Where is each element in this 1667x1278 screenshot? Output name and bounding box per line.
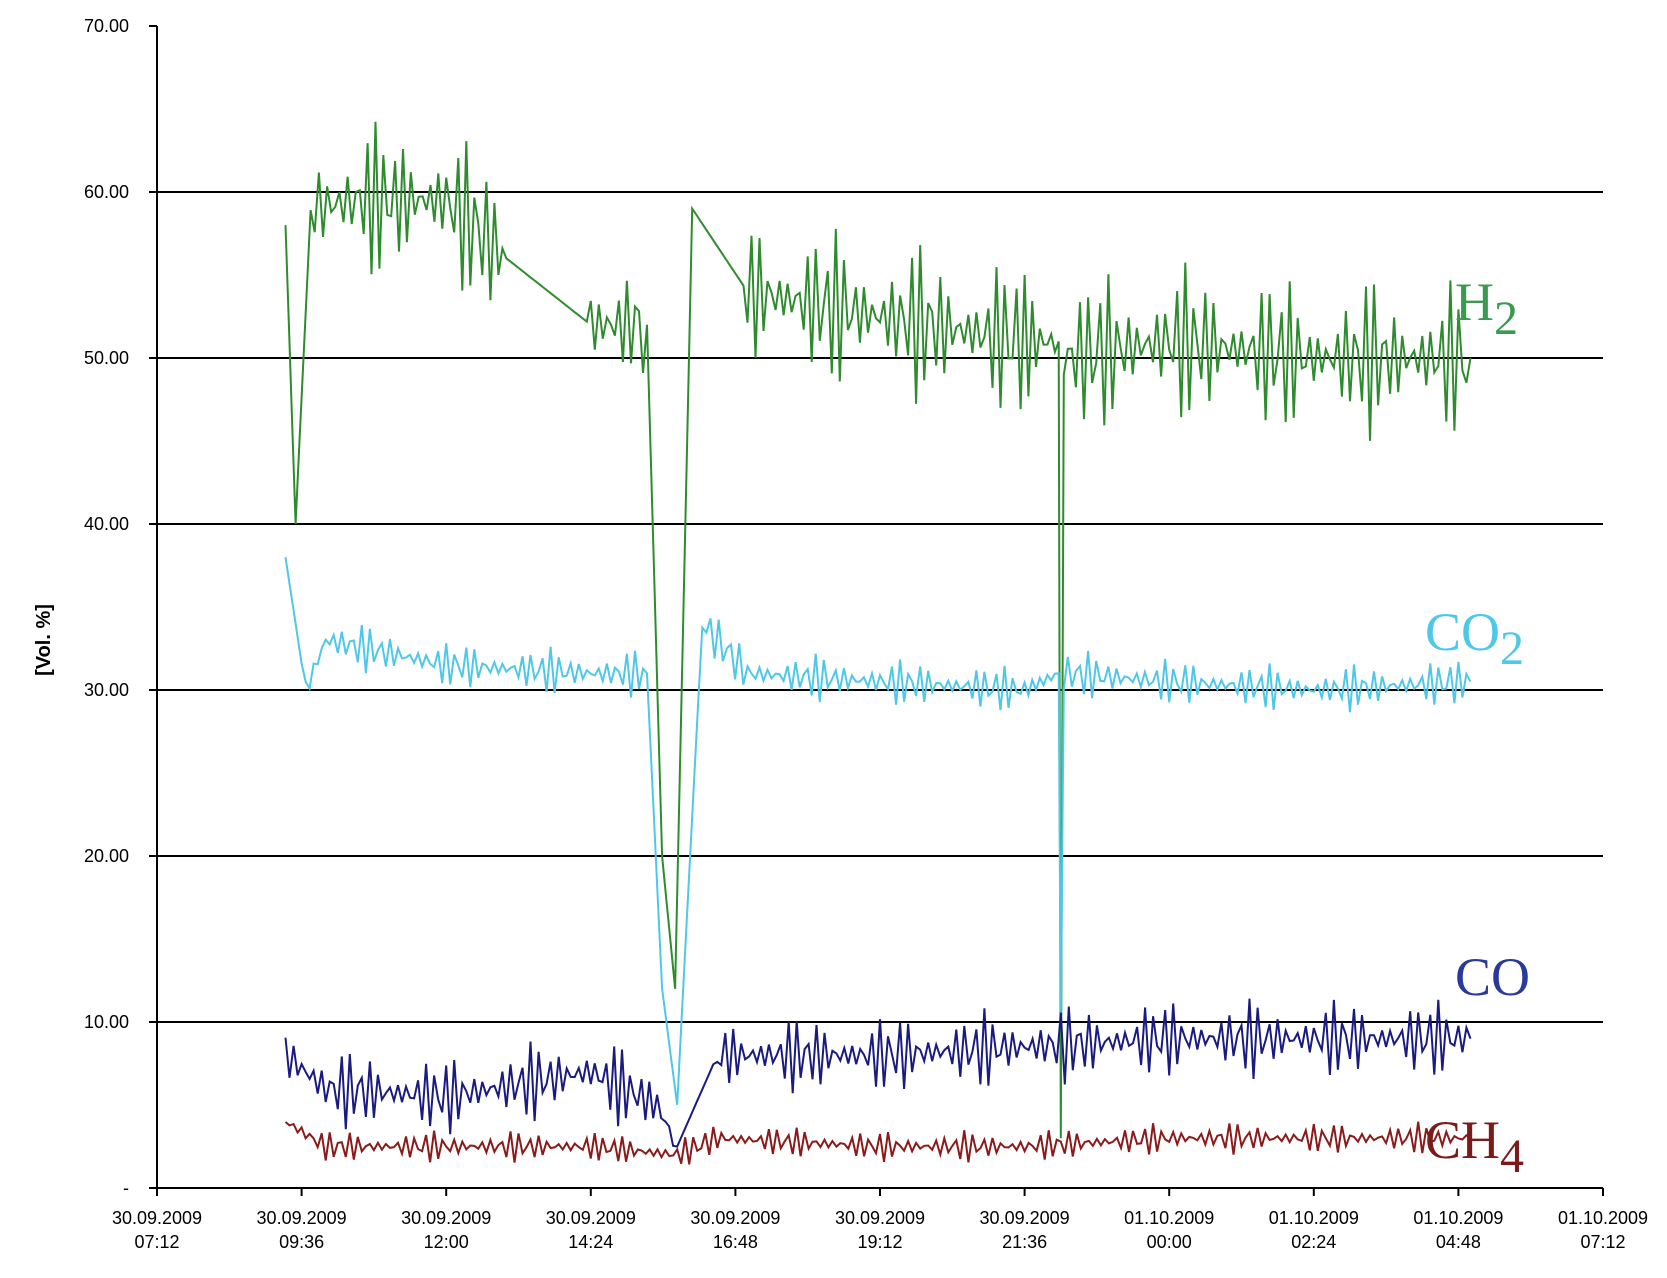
series-lines <box>284 121 1472 1165</box>
series-label-h2: H2 <box>1455 272 1518 345</box>
series-line-co <box>284 998 1472 1148</box>
x-tick-labels: 30.09.2009 07:12 30.09.2009 09:36 30.09.2009… <box>112 1188 1648 1252</box>
x-tick-date: 30.09.2009 <box>690 1208 780 1228</box>
series-label-subscript: 4 <box>1500 1130 1524 1183</box>
y-tick-label: 50.00 <box>84 348 129 368</box>
series-label-co2: CO2 <box>1425 602 1524 675</box>
x-tick-date: 01.10.2009 <box>1413 1208 1503 1228</box>
x-tick-time: 16:48 <box>713 1232 758 1252</box>
x-tick-date: 30.09.2009 <box>546 1208 636 1228</box>
y-tick-label: 20.00 <box>84 846 129 866</box>
gridlines <box>157 191 1603 1023</box>
y-axis-label: [Vol. %] <box>33 604 55 676</box>
series-line-ch4 <box>284 1121 1472 1165</box>
x-tick-date: 01.10.2009 <box>1269 1208 1359 1228</box>
y-tick-label: 10.00 <box>84 1012 129 1032</box>
x-tick-time: 14:24 <box>568 1232 613 1252</box>
x-tick-date: 30.09.2009 <box>112 1208 202 1228</box>
x-tick-date: 30.09.2009 <box>835 1208 925 1228</box>
y-tick-label: 40.00 <box>84 514 129 534</box>
series-label-co: CO <box>1455 947 1530 1007</box>
x-tick-time: 21:36 <box>1002 1232 1047 1252</box>
y-tick-label: 70.00 <box>84 16 129 36</box>
x-tick-time: 07:12 <box>1580 1232 1625 1252</box>
series-label-subscript: 2 <box>1494 292 1518 345</box>
y-tick-label: - <box>123 1178 129 1198</box>
x-tick-time: 19:12 <box>857 1232 902 1252</box>
x-tick-time: 12:00 <box>424 1232 469 1252</box>
x-tick-date: 30.09.2009 <box>257 1208 347 1228</box>
series-label-subscript: 2 <box>1500 622 1524 675</box>
x-tick-date: 30.09.2009 <box>980 1208 1070 1228</box>
series-line-co2 <box>284 557 1472 1106</box>
series-line-h2 <box>284 121 1472 1139</box>
x-tick-date: 01.10.2009 <box>1558 1208 1648 1228</box>
x-tick-date: 01.10.2009 <box>1124 1208 1214 1228</box>
series-label-ch4: CH4 <box>1425 1110 1524 1183</box>
x-tick-time: 09:36 <box>279 1232 324 1252</box>
x-tick-time: 07:12 <box>134 1232 179 1252</box>
y-tick-label: 60.00 <box>84 182 129 202</box>
x-tick-date: 30.09.2009 <box>401 1208 491 1228</box>
x-tick-time: 00:00 <box>1147 1232 1192 1252</box>
y-tick-label: 30.00 <box>84 680 129 700</box>
y-tick-labels: - 10.00 20.00 30.00 40.00 50.00 60.00 70.00 <box>84 16 157 1198</box>
x-tick-time: 02:24 <box>1291 1232 1336 1252</box>
x-tick-time: 04:48 <box>1436 1232 1481 1252</box>
